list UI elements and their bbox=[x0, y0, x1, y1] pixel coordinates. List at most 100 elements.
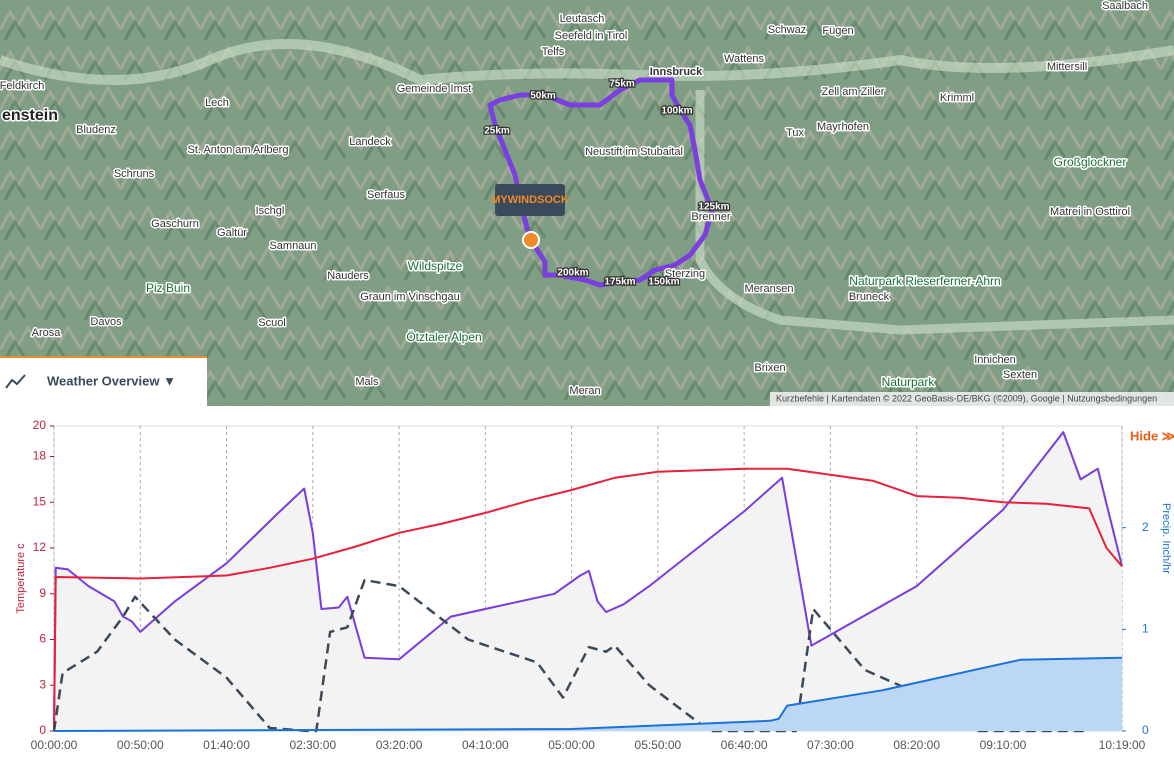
y2-tick-label: 2 bbox=[1142, 520, 1149, 534]
attribution: Kurzbefehle | Kartendaten © 2022 GeoBasi… bbox=[776, 393, 1157, 403]
place: Gaschurn bbox=[151, 218, 199, 230]
place: Ischgl bbox=[256, 205, 285, 217]
x-tick-label: 05:00:00 bbox=[548, 738, 595, 752]
distance-label: 175km bbox=[604, 277, 635, 288]
place: Meran bbox=[569, 385, 600, 397]
area bbox=[54, 432, 1122, 731]
y-tick-label: 15 bbox=[33, 494, 47, 508]
place: Tux bbox=[786, 127, 804, 139]
y-tick-label: 0 bbox=[39, 723, 46, 737]
y2-tick-label: 0 bbox=[1142, 723, 1149, 737]
hide-button[interactable]: Hide ≫ bbox=[1130, 428, 1174, 443]
x-tick-label: 00:50:00 bbox=[117, 738, 164, 752]
y-tick-label: 9 bbox=[39, 586, 46, 600]
place: Mayrhofen bbox=[817, 121, 869, 133]
place: St. Anton am Arlberg bbox=[188, 144, 289, 156]
place: Sterzing bbox=[665, 268, 705, 280]
x-tick-label: 01:40:00 bbox=[203, 738, 250, 752]
logo-marker[interactable] bbox=[495, 184, 565, 216]
y2-axis-label: Precip. Inch/hr bbox=[1160, 503, 1172, 574]
place: Fügen bbox=[822, 25, 853, 37]
x-tick-label: 09:10:00 bbox=[980, 738, 1027, 752]
place: Innsbruck bbox=[650, 66, 703, 78]
distance-label: 125km bbox=[698, 202, 729, 213]
route bbox=[487, 77, 715, 288]
x-tick-label: 10:19:00 bbox=[1099, 738, 1146, 752]
y-tick-label: 3 bbox=[39, 677, 46, 691]
attribution-bg bbox=[770, 392, 1174, 406]
place: Davos bbox=[90, 316, 122, 328]
place: Meransen bbox=[745, 283, 794, 295]
place: Serfaus bbox=[367, 189, 405, 201]
weather-tab[interactable]: Weather Overview ▼ bbox=[0, 356, 207, 406]
place: Zell am Ziller bbox=[822, 86, 885, 98]
place: Graun im Vinschgau bbox=[360, 291, 459, 303]
place: Nauders bbox=[327, 270, 369, 282]
place: Neustift im Stubaital bbox=[585, 146, 683, 158]
place: Brixen bbox=[754, 362, 785, 374]
valley bbox=[0, 39, 1174, 86]
x-tick-label: 02:30:00 bbox=[289, 738, 336, 752]
line bbox=[53, 431, 1123, 732]
map[interactable]: MYWINDSOCK Innsbruck Telfs Seefeld in Ti… bbox=[0, 0, 1174, 406]
x-tick-label: 07:30:00 bbox=[807, 738, 854, 752]
poi: Naturpark Rieserferner-Ahrn bbox=[849, 274, 1000, 288]
y-axis-label: Temperature c bbox=[15, 543, 27, 614]
x-tick-label: 08:20:00 bbox=[893, 738, 940, 752]
valley bbox=[695, 90, 1174, 335]
place: Landeck bbox=[349, 136, 391, 148]
tab-icon bbox=[5, 374, 26, 389]
y-tick-label: 20 bbox=[33, 418, 47, 432]
x-tick-label: 06:40:00 bbox=[721, 738, 768, 752]
weather-chart: 00:00:00 00:50:00 01:40:00 02:30:00 03:20:00… bbox=[15, 418, 1172, 752]
place: Telfs bbox=[542, 46, 565, 58]
y-tick-label: 18 bbox=[33, 449, 47, 463]
place: Scuol bbox=[258, 317, 286, 329]
place: Seefeld in Tirol bbox=[555, 30, 628, 42]
poi: Piz Buin bbox=[146, 281, 190, 295]
place: Feldkirch bbox=[0, 80, 44, 92]
poi: Wildspitze bbox=[408, 259, 463, 273]
place: Galtür bbox=[217, 227, 247, 239]
distance-label: 150km bbox=[648, 277, 679, 288]
place: Arosa bbox=[32, 327, 62, 339]
area bbox=[54, 657, 1122, 731]
logo-text: MYWINDSOCK bbox=[491, 194, 569, 206]
line bbox=[53, 467, 1123, 732]
x-tick-label: 03:20:00 bbox=[376, 738, 423, 752]
place: Leutasch bbox=[560, 13, 605, 25]
map-terrain bbox=[0, 0, 1174, 406]
place: Schwaz bbox=[768, 24, 807, 36]
place: Wattens bbox=[724, 53, 764, 65]
place: Mittersill bbox=[1047, 61, 1087, 73]
x-tick-label: 00:00:00 bbox=[31, 738, 78, 752]
place: Matrei in Osttirol bbox=[1050, 206, 1130, 218]
tab-title[interactable]: Weather Overview ▼ bbox=[47, 373, 176, 388]
line bbox=[52, 578, 1120, 733]
place: enstein bbox=[2, 107, 58, 124]
place: Bruneck bbox=[849, 291, 890, 303]
place: Sexten bbox=[1003, 369, 1037, 381]
start-marker[interactable] bbox=[522, 231, 540, 249]
poi: Großglockner bbox=[1054, 155, 1127, 169]
distance-label: 25km bbox=[484, 126, 510, 137]
place: Lech bbox=[205, 97, 229, 109]
y2-tick-label: 1 bbox=[1142, 622, 1149, 636]
tab-bg bbox=[0, 356, 207, 406]
poi: Naturpark bbox=[882, 375, 936, 389]
place: Innichen bbox=[974, 354, 1016, 366]
distance-label: 200km bbox=[557, 268, 588, 279]
place: Gemeinde Imst bbox=[397, 83, 472, 95]
place: Samnaun bbox=[269, 240, 316, 252]
distance-label: 100km bbox=[661, 106, 692, 117]
x-tick-label: 05:50:00 bbox=[635, 738, 682, 752]
distance-label: 75km bbox=[609, 79, 635, 90]
place: Krimml bbox=[940, 92, 974, 104]
line bbox=[53, 656, 1123, 732]
place: Saalbach bbox=[1102, 0, 1148, 12]
y-tick-label: 12 bbox=[33, 540, 47, 554]
place: Mals bbox=[355, 376, 379, 388]
place: Bludenz bbox=[76, 124, 116, 136]
place: Brenner bbox=[691, 211, 730, 223]
